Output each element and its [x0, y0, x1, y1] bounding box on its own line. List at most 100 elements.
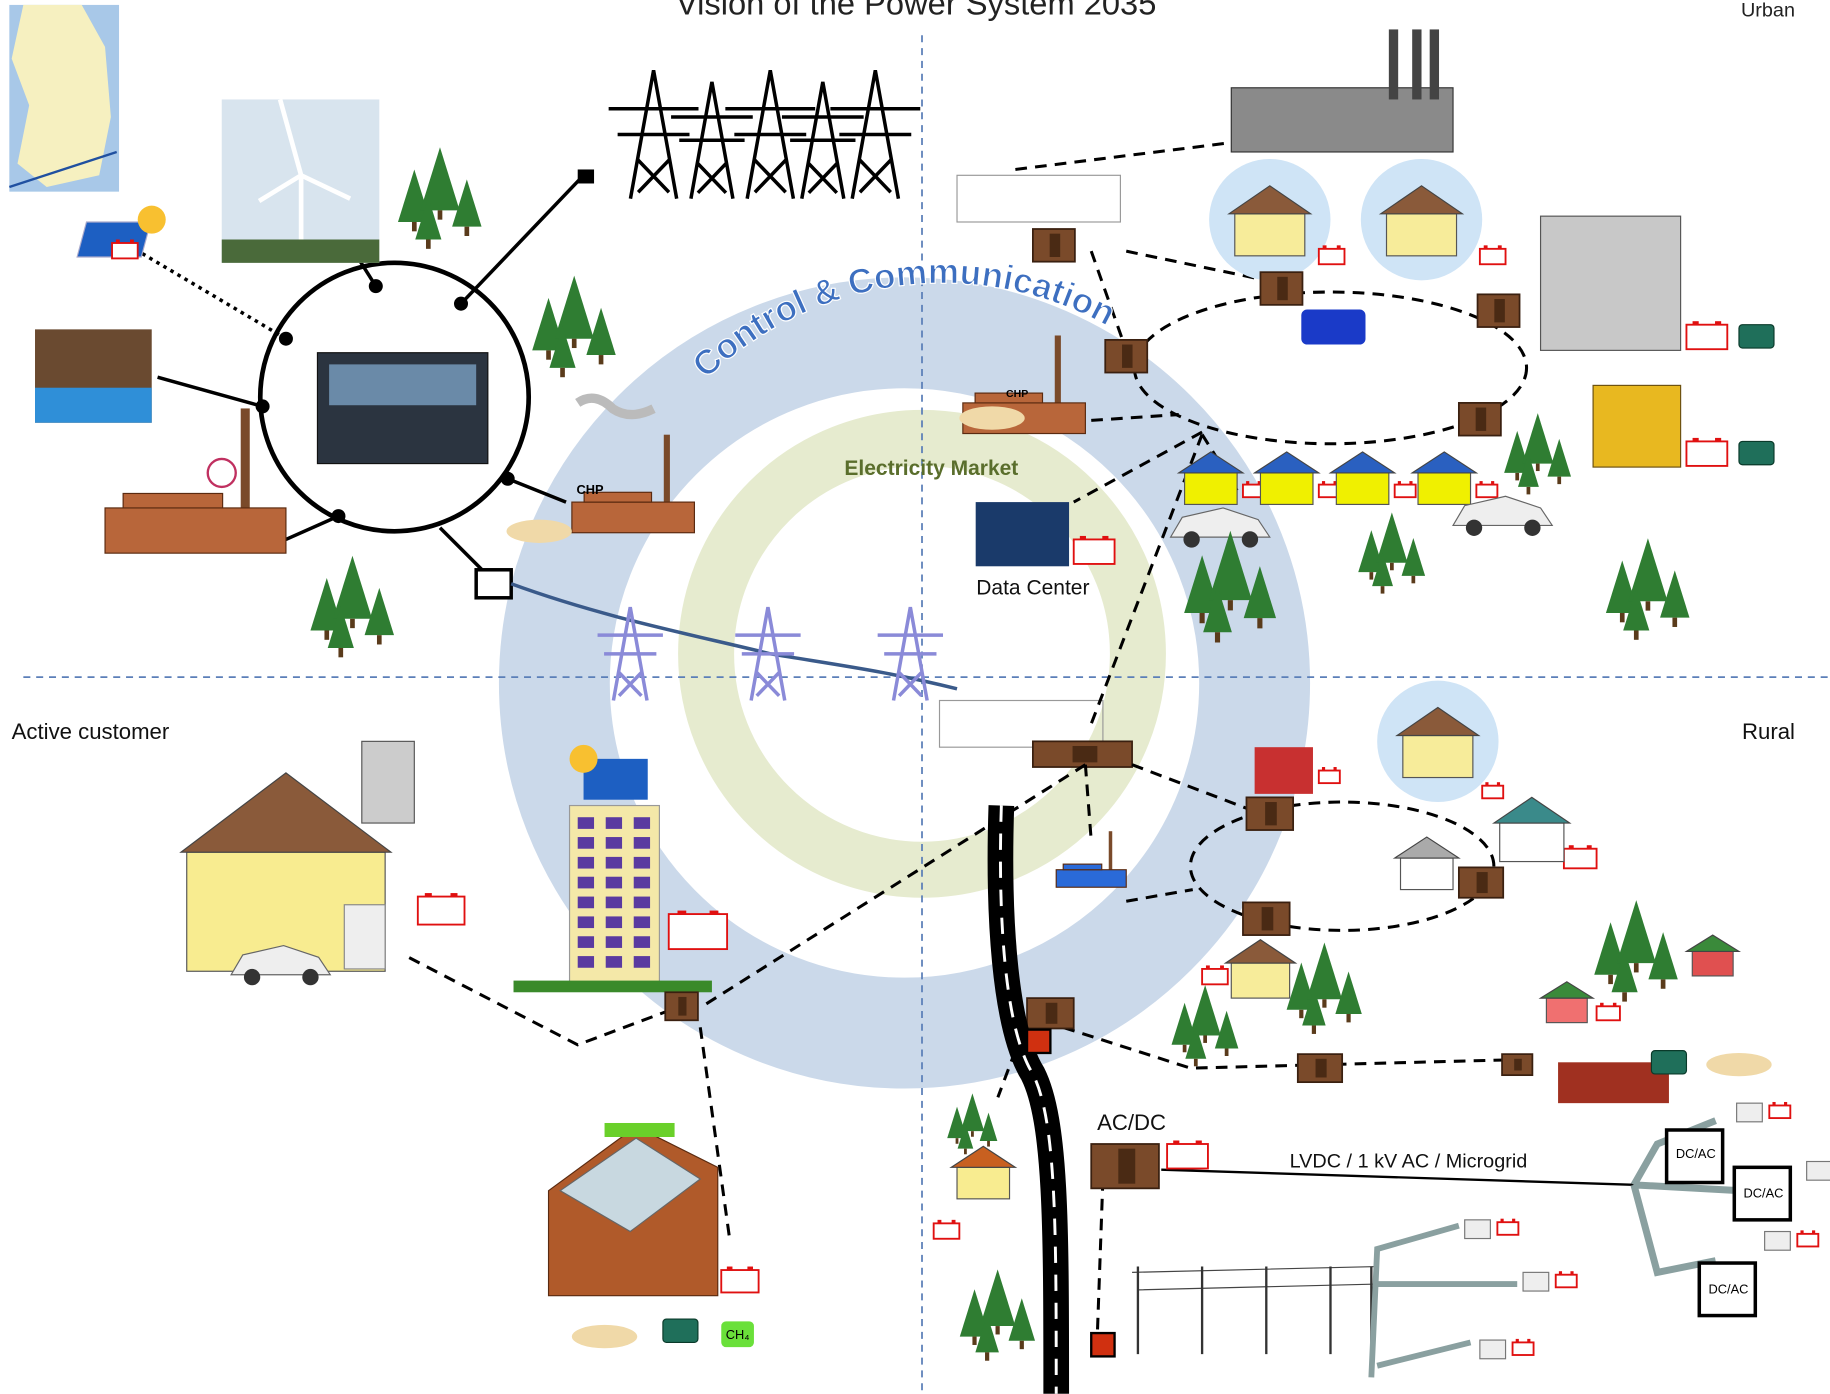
battery-pole	[1206, 965, 1210, 969]
house-roof	[951, 1146, 1015, 1167]
window	[578, 916, 594, 928]
tree	[420, 147, 459, 210]
substation	[1298, 1054, 1342, 1082]
house-roof	[1225, 940, 1295, 963]
substation	[665, 992, 698, 1020]
smart-meter	[362, 741, 415, 823]
factory-chimney	[1109, 831, 1113, 873]
house-roof	[181, 773, 391, 852]
battery-pole	[1527, 1339, 1530, 1343]
window	[634, 897, 650, 909]
substation	[1033, 741, 1132, 767]
cabin	[1765, 1232, 1791, 1251]
battery-pole	[1491, 481, 1494, 485]
pylon	[878, 607, 943, 700]
tree-trunk	[1608, 975, 1613, 984]
cabin	[1523, 1272, 1549, 1291]
tree-trunk	[350, 619, 355, 628]
tree-trunk	[987, 1141, 990, 1147]
tree-trunk	[324, 630, 329, 639]
substation-door	[1477, 872, 1488, 893]
battery-body	[721, 1270, 758, 1292]
battery-body	[1319, 771, 1340, 784]
wood-chip-pile	[959, 406, 1024, 429]
battery-pole	[1600, 1003, 1604, 1007]
battery-body	[418, 897, 465, 925]
substation	[1091, 1144, 1159, 1188]
tree-cluster	[1594, 900, 1678, 1002]
tree-trunk	[972, 1337, 976, 1345]
tree	[1189, 985, 1220, 1035]
battery-body	[1480, 249, 1506, 264]
window	[634, 956, 650, 968]
power-plant-stack	[1430, 29, 1439, 99]
battery-pole	[1196, 1140, 1202, 1144]
ring-node	[454, 297, 468, 311]
house-roof	[1412, 452, 1476, 473]
battery-body	[1556, 1275, 1577, 1288]
substation-yard	[957, 175, 1120, 222]
house-body	[957, 1167, 1010, 1199]
battery	[1167, 1140, 1208, 1168]
tree-trunk	[426, 240, 431, 249]
battery-pole	[1480, 481, 1483, 485]
tree-trunk	[1622, 992, 1627, 1001]
battery-body	[1167, 1144, 1208, 1169]
tree-cluster	[310, 556, 394, 658]
page: {"header": {"title": "Vision of the Powe…	[0, 0, 1830, 1394]
house-roof	[1686, 935, 1739, 951]
factory-chimney	[241, 408, 250, 517]
tree-cluster	[1504, 413, 1571, 494]
tree-trunk	[1369, 572, 1373, 579]
tree-trunk	[1381, 586, 1385, 593]
house	[1412, 452, 1476, 505]
distribution-link	[1015, 143, 1231, 170]
ring-node	[369, 279, 383, 293]
battery-pole	[1220, 965, 1224, 969]
battery	[1497, 1219, 1518, 1235]
lawn	[514, 981, 712, 993]
factory-body	[572, 502, 695, 533]
battery	[669, 911, 727, 950]
substation-door	[1073, 746, 1098, 762]
pylon-frame	[878, 607, 943, 700]
substation-door	[1494, 299, 1505, 322]
battery	[934, 1220, 960, 1239]
battery-pole	[747, 1267, 753, 1271]
tree-trunk	[1225, 1049, 1229, 1056]
substation	[1027, 998, 1074, 1028]
window	[578, 837, 594, 849]
battery-pole	[1485, 782, 1488, 786]
tree	[333, 556, 372, 619]
battery-pole	[1409, 481, 1412, 485]
sun	[570, 745, 598, 773]
substation-door	[1118, 1149, 1135, 1184]
generator	[1739, 325, 1774, 348]
pylon	[830, 70, 920, 198]
tree	[980, 1269, 1015, 1326]
generator	[1651, 1051, 1686, 1074]
tree-cluster	[398, 147, 482, 249]
substation	[1459, 403, 1501, 436]
factory-body	[1056, 870, 1126, 888]
house-roof	[1330, 452, 1394, 473]
power-plant-stack	[1412, 29, 1421, 99]
window	[634, 837, 650, 849]
battery-pole	[677, 911, 686, 915]
battery-pole	[1501, 1219, 1504, 1223]
battery-pole	[952, 1220, 956, 1224]
control-link	[286, 516, 339, 539]
hospital	[1541, 216, 1681, 350]
tree-trunk	[412, 222, 417, 231]
tree-cluster	[1606, 538, 1690, 640]
house	[1686, 935, 1739, 976]
pylon	[725, 70, 815, 198]
battery-pole	[1715, 438, 1721, 442]
battery-pole	[1322, 481, 1325, 485]
tree-trunk	[1527, 487, 1531, 494]
biogas-label: CH₄	[726, 1327, 750, 1342]
tree-trunk	[1215, 632, 1220, 642]
battery-body	[1564, 849, 1597, 869]
battery-body	[112, 243, 138, 258]
substation-door	[1050, 234, 1061, 257]
